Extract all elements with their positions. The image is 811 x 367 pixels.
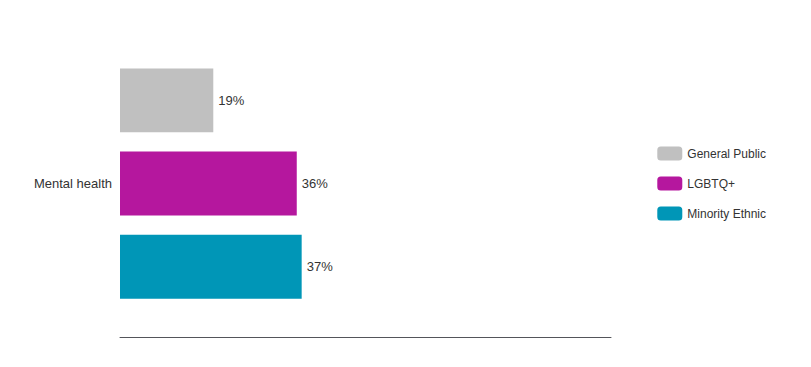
svg-text:36%: 36% [302,176,328,191]
svg-text:19%: 19% [218,93,244,108]
svg-text:Mental health: Mental health [34,176,112,191]
svg-text:Minority Ethnic: Minority Ethnic [687,207,766,221]
svg-text:General Public: General Public [687,147,766,161]
svg-text:LGBTQ+: LGBTQ+ [687,177,735,191]
svg-text:37%: 37% [307,259,333,274]
